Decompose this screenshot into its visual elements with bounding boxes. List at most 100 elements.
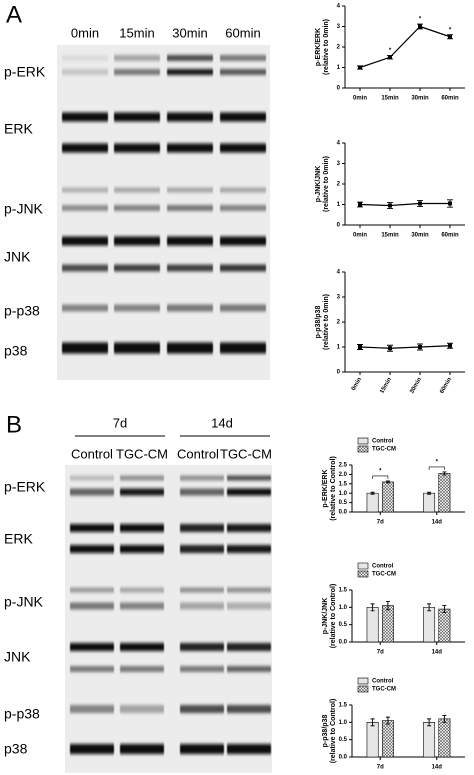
bar [366,607,379,643]
x-tick-label: 60min [441,96,459,102]
error-bar [427,603,432,612]
error-bar [385,716,390,725]
x-tick-label: 14d [432,520,443,526]
y-tick-label: 1.5 [339,703,348,709]
blot-band [114,304,160,312]
row-label: p-JNK [4,594,44,610]
blot-band [62,55,108,61]
blot-band [227,666,271,672]
blot-band [227,475,271,481]
y-tick-label: 0.5 [339,737,348,743]
legend-label: Control [372,679,394,685]
blot-band [220,69,266,75]
error-bar [427,491,432,495]
blot-band [62,187,108,193]
blot-band [227,602,271,610]
blot-band [167,112,213,122]
bar [381,605,394,643]
blot-band [167,264,213,272]
column-label: 60min [225,25,260,40]
row-label: p-ERK [4,479,46,495]
blot-background [57,45,270,380]
y-axis-label: (relative to 0min) [323,156,330,212]
data-point [358,65,362,70]
y-tick-label: 1.0 [339,605,348,611]
y-axis-label: p-ERK/ERK [315,28,322,66]
legend-label: Control [372,439,394,445]
y-tick-label: 0.0 [339,640,348,646]
bar [366,492,379,513]
blot-band [180,643,224,651]
data-point [388,55,392,60]
blot-band [227,545,271,553]
panel-label: B [6,411,22,438]
blot-band [227,643,271,651]
column-label: TGC-CM [116,446,168,461]
data-point [358,345,362,349]
blot-band [62,236,108,246]
y-tick-label: 1 [337,202,341,208]
legend-label: TGC-CM [372,572,396,578]
annotation: * [436,460,439,466]
blot-background [65,465,272,773]
error-bar [427,718,432,727]
blot-band [62,69,108,75]
y-tick-label: 1 [337,345,341,351]
blot-band [227,524,271,532]
row-label: p-p38 [4,303,40,319]
blot-band [70,602,114,610]
group-label: 14d [211,415,233,430]
legend-swatch [357,437,369,445]
y-tick-label: 2.0 [339,472,348,478]
blot-band [114,143,160,153]
error-bar [442,605,447,613]
x-tick-label: 0min [353,233,367,239]
blot-band [120,587,164,593]
blot-band [114,264,160,272]
bar [381,720,394,758]
blot-band [220,55,266,61]
bar [423,607,436,643]
blot-band [167,143,213,153]
bar [423,492,436,513]
blot-band [180,475,224,481]
blot-band [180,545,224,553]
blot-band [70,587,114,593]
blot-band [62,304,108,312]
data-point [418,345,422,349]
x-tick-label: 7d [377,520,384,526]
y-tick-label: 4 [337,141,341,147]
blot-band [62,342,108,354]
x-tick-label: 0min [353,96,367,102]
error-bar [385,480,390,484]
x-tick-label: 14d [432,650,443,656]
blot-band [180,666,224,672]
error-bar [370,603,375,612]
y-axis-label: (relative to Control) [330,584,337,649]
column-label: 30min [172,25,207,40]
row-label: ERK [4,121,33,137]
blot-band [167,236,213,246]
blot-band [220,143,266,153]
row-label: JNK [4,649,31,665]
blot-band [167,187,213,193]
data-point [388,346,392,351]
x-tick-label: 30min [409,377,423,395]
blot-band [180,488,224,496]
y-axis-label: (relative to 0min) [323,19,330,75]
data-point [448,201,452,206]
legend-label: TGC-CM [372,447,396,453]
data-line [359,25,451,69]
data-line [359,345,451,349]
blot-band [62,205,108,211]
y-tick-label: 2 [337,320,341,326]
y-tick-label: 4 [337,4,341,10]
x-tick-label: 14d [432,765,443,771]
y-axis-label: p-p38/p38 [315,306,322,339]
x-tick-label: 30min [411,233,429,239]
y-tick-label: 0 [337,86,341,92]
blot-band [62,143,108,153]
blot-band [220,304,266,312]
significance-bracket [428,466,445,470]
